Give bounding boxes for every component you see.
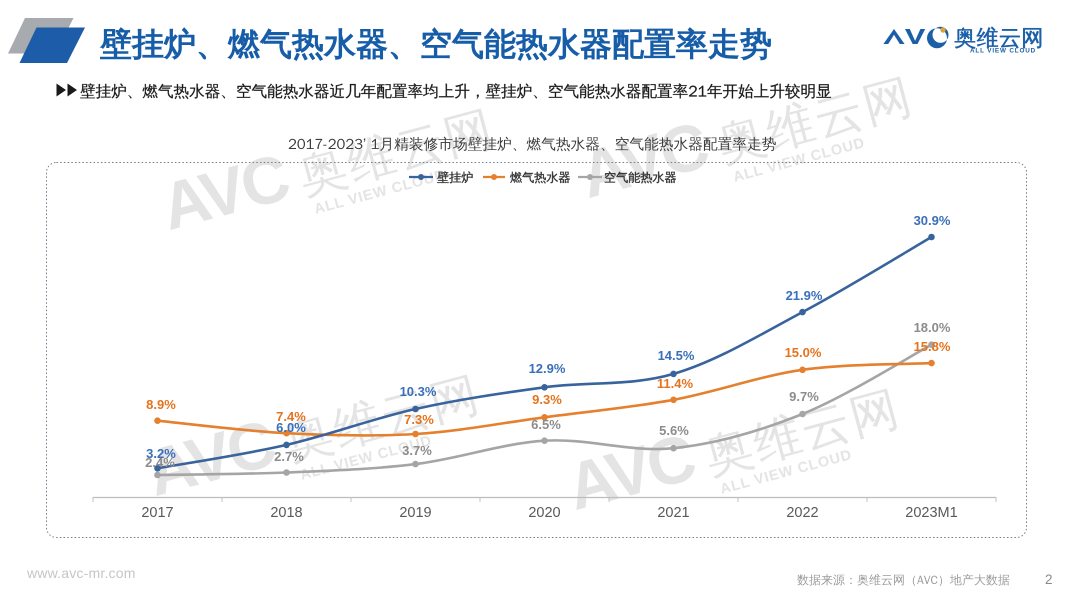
svg-text:8.9%: 8.9% — [146, 397, 176, 412]
svg-text:21.9%: 21.9% — [786, 288, 823, 303]
svg-text:2.7%: 2.7% — [274, 449, 304, 464]
svg-text:11.4%: 11.4% — [657, 376, 694, 391]
svg-text:2.4%: 2.4% — [145, 455, 175, 470]
svg-text:3.7%: 3.7% — [402, 443, 432, 458]
svg-text:2018: 2018 — [270, 505, 302, 521]
svg-text:2020: 2020 — [528, 505, 560, 521]
svg-text:2022: 2022 — [786, 505, 818, 521]
svg-text:7.3%: 7.3% — [404, 412, 434, 427]
svg-text:30.9%: 30.9% — [914, 213, 951, 228]
svg-text:6.5%: 6.5% — [531, 417, 561, 432]
svg-text:14.5%: 14.5% — [658, 348, 695, 363]
svg-text:18.0%: 18.0% — [914, 320, 951, 335]
svg-text:10.3%: 10.3% — [400, 384, 437, 399]
svg-text:2023M1: 2023M1 — [905, 505, 957, 521]
svg-text:3.2%: 3.2% — [146, 446, 176, 461]
svg-text:9.3%: 9.3% — [532, 392, 562, 407]
svg-text:2021: 2021 — [657, 505, 689, 521]
svg-text:2017: 2017 — [141, 505, 173, 521]
svg-text:6.0%: 6.0% — [276, 420, 306, 435]
svg-text:7.4%: 7.4% — [276, 409, 306, 424]
svg-text:15.0%: 15.0% — [785, 345, 822, 360]
svg-text:2: 2 — [1045, 572, 1053, 587]
svg-text:15.8%: 15.8% — [914, 339, 951, 354]
svg-text:ALL VIEW CLOUD: ALL VIEW CLOUD — [970, 48, 1036, 55]
svg-text:12.9%: 12.9% — [529, 361, 566, 376]
svg-text:www.avc-mr.com: www.avc-mr.com — [26, 565, 136, 581]
svg-text:9.7%: 9.7% — [789, 389, 819, 404]
svg-text:2019: 2019 — [399, 505, 431, 521]
svg-text:5.6%: 5.6% — [659, 423, 689, 438]
